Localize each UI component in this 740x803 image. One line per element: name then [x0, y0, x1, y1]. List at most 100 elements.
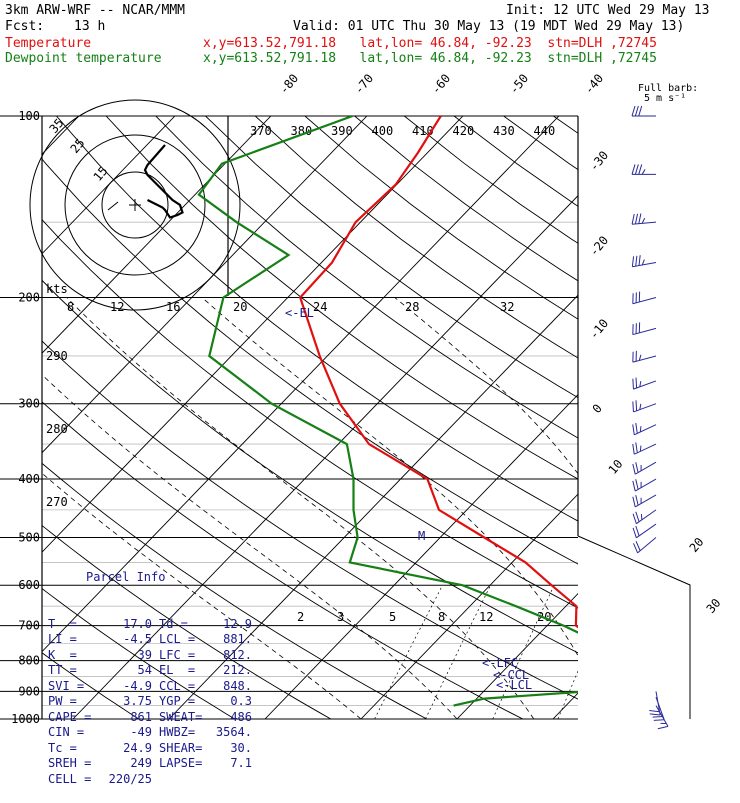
wind-barb-flag — [632, 164, 635, 174]
isotherm — [457, 116, 740, 719]
wind-barb-flag — [636, 256, 637, 266]
parcel-param-label: Td = — [159, 617, 214, 633]
parcel-param-label: CCL = — [159, 679, 214, 695]
theta-label-430: 430 — [493, 124, 515, 138]
wind-barb-flag — [635, 164, 638, 174]
parcel-param-value: 0.3 — [212, 694, 252, 710]
wind-barb-flag — [639, 255, 640, 265]
pressure-label-1000: 1000 — [11, 712, 40, 726]
wind-barb-325 — [633, 423, 656, 435]
isotherm-label--20: -20 — [587, 233, 612, 259]
wind-barb-125 — [632, 164, 656, 174]
parcel-param-label: Tc = — [48, 741, 103, 757]
wind-barb-flag — [636, 495, 638, 505]
parcel-param-value: 881. — [212, 632, 252, 648]
parcel-param-value: 17.0 — [102, 617, 152, 633]
marker-el: <-EL — [285, 306, 314, 320]
parcel-param-value: 812. — [212, 648, 252, 664]
parcel-param-label: SVI = — [48, 679, 103, 695]
pressure-label-700: 700 — [18, 619, 40, 633]
wind-barb-200 — [633, 292, 656, 304]
parcel-param-value: 220/25 — [102, 772, 152, 788]
wind-barb-425 — [633, 495, 656, 507]
parcel-param-value: -4.5 — [102, 632, 152, 648]
parcel-param-value: -49 — [102, 725, 152, 741]
wind-barb-flag — [636, 423, 638, 433]
wind-barb-flag — [633, 497, 635, 507]
parcel-param-label: YGP = — [159, 694, 214, 710]
theta-label-420: 420 — [453, 124, 475, 138]
parcel-param-label: SHEAR= — [159, 741, 214, 757]
parcel-param-label: EL = — [159, 663, 214, 679]
wind-barb-250 — [633, 351, 656, 362]
parcel-param-value: 486 — [212, 710, 252, 726]
wind-barb-flag — [639, 164, 642, 174]
wind-barb-flag — [649, 711, 659, 712]
mixing-ratio-label-3: 3 — [337, 610, 344, 624]
marker-lcl: <-LCL — [496, 678, 532, 692]
wind-barb-flag — [636, 462, 638, 472]
parcel-param-value: 249 — [102, 756, 152, 772]
theta-label-400: 400 — [372, 124, 394, 138]
wind-barb-100 — [632, 106, 656, 116]
lower-frame-corner — [578, 536, 690, 719]
hodograph-trace — [145, 145, 183, 218]
hodograph-units: kts — [46, 282, 68, 296]
isotherm-label-10: 10 — [606, 457, 626, 477]
dry-adiabat — [206, 116, 740, 719]
wind-barb-flag — [633, 444, 635, 454]
moist-adiabat-label-28: 28 — [405, 300, 419, 314]
pressure-label-200: 200 — [18, 291, 40, 305]
parcel-param-value: 3564. — [212, 725, 252, 741]
isotherm-label-30: 30 — [704, 596, 724, 616]
moist-adiabat-label-16: 16 — [166, 300, 180, 314]
wind-barb-175 — [632, 255, 656, 267]
wind-barb-flag — [633, 481, 635, 491]
pressure-label-400: 400 — [18, 472, 40, 486]
parcel-param-label: LI = — [48, 632, 103, 648]
mixing-ratio-line — [617, 585, 671, 719]
pressure-label-600: 600 — [18, 578, 40, 592]
mixing-ratio-line — [493, 585, 554, 719]
wind-barb-flag — [632, 256, 633, 266]
pressure-label-300: 300 — [18, 397, 40, 411]
theta-left-label-290: 290 — [46, 349, 68, 363]
wind-barb-flag — [635, 214, 637, 224]
parcel-param-value: 30. — [212, 741, 252, 757]
parcel-param-value: 7.1 — [212, 756, 252, 772]
wind-barb-flag — [633, 543, 637, 553]
isotherm-label-20: 20 — [687, 535, 707, 555]
isotherm-label--70: -70 — [352, 71, 377, 97]
parcel-param-label: LFC = — [159, 648, 214, 664]
parcel-param-value: 3.75 — [102, 694, 152, 710]
wind-barb-flag — [636, 442, 638, 452]
parcel-param-label: PW = — [48, 694, 103, 710]
wind-barb-flag — [640, 446, 641, 452]
hodograph-tick — [108, 202, 118, 210]
isotherm-label--80: -80 — [277, 71, 302, 97]
mixing-ratio-label-2: 2 — [297, 610, 304, 624]
parcel-info-title: Parcel Info — [86, 570, 165, 586]
wind-barb-flag — [636, 512, 639, 522]
pressure-label-500: 500 — [18, 530, 40, 544]
wind-barb-flag — [639, 106, 642, 116]
wind-barb-flag — [650, 714, 660, 715]
wind-barb-flag — [654, 720, 664, 721]
parcel-param-label: CELL = — [48, 772, 103, 788]
parcel-param-label: SWEAT= — [159, 710, 214, 726]
mixing-ratio-label-8: 8 — [438, 610, 445, 624]
wind-barb-flag — [633, 464, 635, 474]
wind-barb-flag — [633, 514, 636, 524]
wind-barb-flag — [636, 378, 637, 388]
parcel-param-value: 12.9 — [212, 617, 252, 633]
wind-barb-flag — [632, 214, 634, 224]
parcel-param-value: 24.9 — [102, 741, 152, 757]
theta-label-370: 370 — [250, 124, 272, 138]
parcel-param-label: K = — [48, 648, 103, 664]
isotherm-label--30: -30 — [587, 148, 612, 174]
